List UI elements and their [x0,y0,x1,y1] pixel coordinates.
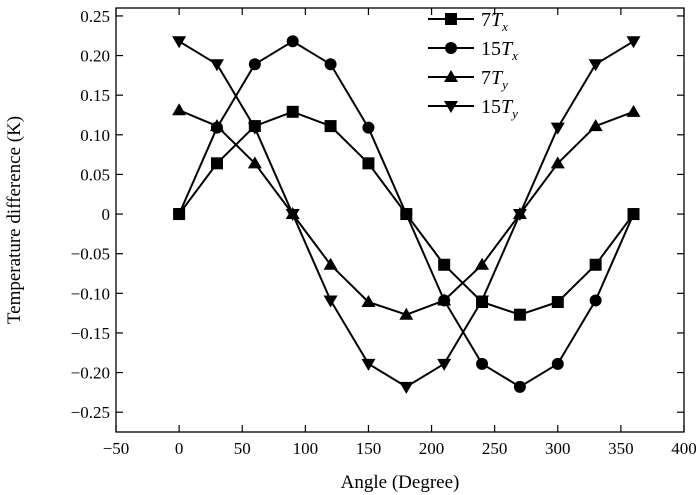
axis-ticks [115,8,685,432]
x-tick-label: −50 [103,439,130,458]
data-point [172,103,187,116]
legend-label-var: T [491,9,504,31]
legend-item: 15Tx [428,38,518,63]
data-point [589,258,602,271]
data-point [588,59,603,72]
data-point [286,35,299,48]
y-tick-label: 0 [102,205,111,224]
legend-label-number: 15 [481,38,501,60]
legend-label-sub: x [501,19,508,34]
data-point [248,58,261,71]
x-tick-label: 50 [234,439,251,458]
y-tick-labels: 0.25 0.20 0.15 0.10 0.05 0 −0.05 −0.10 −0.15 −0.2… [71,7,110,422]
data-point [626,36,641,49]
legend-label-number: 7 [481,9,491,31]
x-tick-label: 400 [671,439,697,458]
data-point [589,294,602,307]
y-tick-label: −0.10 [71,284,110,303]
series-15Tx [173,35,640,393]
legend-label-var: T [501,96,514,118]
data-point [551,357,564,370]
legend-item: 7Tx [428,9,508,34]
data-point [209,119,224,132]
data-point [247,122,262,135]
x-tick-label: 0 [175,439,184,458]
data-point [400,208,413,221]
y-axis-title: Temperature difference (K) [4,116,25,324]
data-point [550,122,565,135]
data-point [627,208,640,221]
data-point [285,209,300,222]
y-tick-label: 0.20 [80,47,110,66]
legend-item: 15Ty [428,96,518,121]
data-point [438,258,451,271]
data-point [475,257,490,270]
data-point [551,296,564,309]
series-layer [172,35,641,394]
data-point [173,208,186,221]
data-point [437,293,452,306]
legend-marker [444,101,458,113]
data-point [324,58,337,71]
legend-marker [445,13,457,25]
data-point [210,157,223,170]
data-point [324,120,337,133]
data-point [626,104,641,117]
data-point [476,357,489,370]
y-tick-label: −0.20 [71,364,110,383]
legend-label: 7Ty [481,67,508,92]
data-point [172,36,187,49]
legend-marker [445,42,457,54]
y-tick-label: 0.05 [80,165,110,184]
y-tick-label: −0.05 [71,245,110,264]
plot-frame [115,7,685,433]
data-point [247,156,262,169]
data-point [361,358,376,371]
legend-label-sub: y [500,77,508,92]
legend-label: 15Ty [481,96,518,121]
data-point [361,295,376,308]
data-point [550,156,565,169]
legend-marker [444,70,458,82]
legend-label-var: T [491,67,504,89]
data-point [399,307,414,320]
y-tick-label: 0.15 [80,86,110,105]
data-point [362,157,375,170]
y-tick-label: 0.25 [80,7,110,26]
data-point [323,257,338,270]
legend-label-sub: y [510,106,518,121]
data-point [513,380,526,393]
x-tick-label: 100 [293,439,319,458]
x-axis-title: Angle (Degree) [341,472,460,493]
series-15Ty [172,36,641,394]
legend-label-sub: x [511,48,518,63]
x-tick-label: 250 [482,439,508,458]
y-tick-label: −0.25 [71,403,110,422]
data-point [362,121,375,134]
data-point [399,381,414,394]
data-point [512,209,527,222]
legend-label-number: 15 [481,96,501,118]
data-point [323,295,338,308]
y-tick-label: −0.15 [71,324,110,343]
x-tick-label: 200 [419,439,445,458]
data-point [286,105,299,118]
y-tick-label: 0.10 [80,126,110,145]
x-tick-label: 150 [356,439,382,458]
x-tick-labels: −50 0 50 100 150 200 250 300 350 400 [103,439,697,458]
data-point [588,119,603,132]
legend-item: 7Ty [428,67,508,92]
data-point [513,308,526,321]
legend-label-number: 7 [481,67,491,89]
x-tick-label: 350 [608,439,634,458]
data-point [437,358,452,371]
data-point [209,59,224,72]
x-tick-label: 300 [545,439,571,458]
legend-label: 15Tx [481,38,518,63]
legend-label-var: T [501,38,514,60]
data-point [475,295,490,308]
legend-label: 7Tx [481,9,508,34]
